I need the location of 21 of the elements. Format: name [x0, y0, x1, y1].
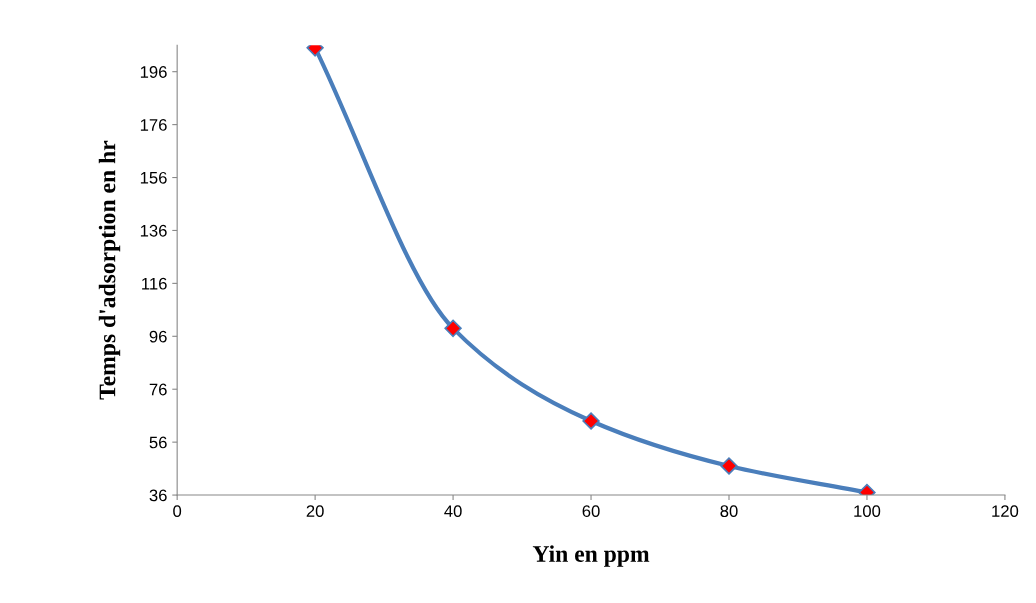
y-tick-label: 76 — [149, 383, 167, 396]
y-tick-label: 36 — [149, 489, 167, 502]
x-axis-title: Yin en ppm — [532, 545, 650, 567]
y-tick-label: 156 — [140, 171, 167, 184]
point — [444, 319, 462, 338]
y-tick-label: 176 — [140, 119, 167, 131]
x-tick-label: 40 — [444, 505, 462, 518]
y-tick-label: 96 — [149, 330, 167, 343]
y-tick-label: 196 — [140, 66, 167, 78]
point — [582, 412, 600, 430]
point — [720, 457, 738, 475]
x-tick-label: 20 — [306, 505, 324, 518]
y-tick-label: 56 — [149, 436, 167, 449]
x-tick-label: 60 — [582, 505, 600, 518]
y-tick-label: 116 — [142, 277, 167, 290]
x-tick-label: 100 — [854, 505, 881, 518]
x-tick-label: 120 — [992, 505, 1019, 518]
y-tick-label: 136 — [140, 224, 167, 237]
x-tick-label: 80 — [720, 505, 738, 518]
x-tick-label: 0 — [173, 505, 182, 518]
y-axis-title: Temps d'adsorption en hr — [98, 140, 121, 400]
